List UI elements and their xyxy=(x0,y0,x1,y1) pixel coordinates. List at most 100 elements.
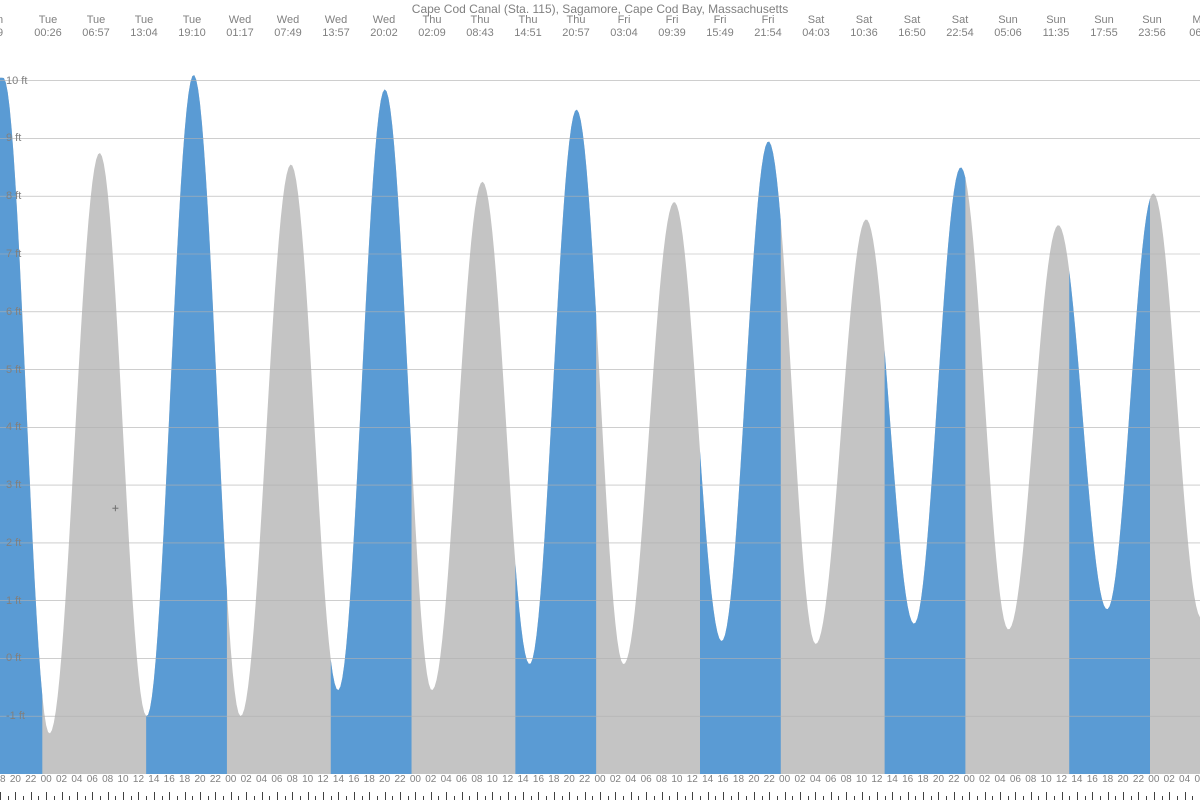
x-tick-mark xyxy=(569,792,570,800)
top-time-label: Fri03:04 xyxy=(601,14,647,40)
bottom-hour-label: 10 xyxy=(856,774,867,785)
x-tick-mark xyxy=(477,792,478,800)
x-tick-mark xyxy=(431,792,432,800)
x-tick-mark xyxy=(585,792,586,800)
top-time-label: Tue13:04 xyxy=(121,14,167,40)
bottom-hour-label: 04 xyxy=(625,774,636,785)
x-tick-mark xyxy=(438,796,439,800)
x-tick-mark xyxy=(738,792,739,800)
bottom-hour-label: 14 xyxy=(148,774,159,785)
x-tick-mark xyxy=(262,792,263,800)
x-tick-mark xyxy=(285,796,286,800)
top-time-label: Tue00:26 xyxy=(25,14,71,40)
x-tick-mark xyxy=(1162,796,1163,800)
x-tick-mark xyxy=(400,792,401,800)
x-tick-mark xyxy=(985,792,986,800)
x-tick-mark xyxy=(177,796,178,800)
bottom-hour-label: 14 xyxy=(333,774,344,785)
top-time-labels: n9Tue00:26Tue06:57Tue13:04Tue19:10Wed01:… xyxy=(0,14,1200,42)
x-tick-mark xyxy=(631,792,632,800)
x-tick-mark xyxy=(1015,792,1016,800)
x-tick-mark xyxy=(300,796,301,800)
bottom-hour-label: 22 xyxy=(579,774,590,785)
bottom-hour-label: 18 xyxy=(1102,774,1113,785)
x-tick-mark xyxy=(923,792,924,800)
bottom-hour-label: 22 xyxy=(25,774,36,785)
bottom-hour-label: 06 xyxy=(1010,774,1021,785)
bottom-hour-label: 06 xyxy=(87,774,98,785)
x-tick-mark xyxy=(162,796,163,800)
top-time-label: Sun17:55 xyxy=(1081,14,1127,40)
x-tick-mark xyxy=(662,792,663,800)
bottom-hour-label: 08 xyxy=(1025,774,1036,785)
x-tick-mark xyxy=(85,796,86,800)
x-tick-mark xyxy=(31,792,32,800)
bottom-hour-label: 12 xyxy=(1056,774,1067,785)
top-time-label: Sun11:35 xyxy=(1033,14,1079,40)
x-tick-mark xyxy=(508,792,509,800)
x-tick-mark xyxy=(92,792,93,800)
x-tick-mark xyxy=(1192,796,1193,800)
top-time-label: Wed13:57 xyxy=(313,14,359,40)
x-tick-mark xyxy=(931,796,932,800)
x-tick-mark xyxy=(769,792,770,800)
x-tick-mark xyxy=(915,796,916,800)
top-time-label: n9 xyxy=(0,14,23,40)
y-tick-label: 7 ft xyxy=(6,248,21,260)
y-tick-label: -1 ft xyxy=(6,710,25,722)
x-tick-mark xyxy=(900,796,901,800)
x-tick-mark xyxy=(615,792,616,800)
x-tick-mark xyxy=(646,792,647,800)
x-tick-mark xyxy=(492,792,493,800)
x-tick-mark xyxy=(392,796,393,800)
x-tick-mark xyxy=(46,792,47,800)
bottom-hour-label: 02 xyxy=(56,774,67,785)
x-tick-mark xyxy=(677,792,678,800)
x-tick-mark xyxy=(131,796,132,800)
y-tick-label: 0 ft xyxy=(6,652,21,664)
x-tick-mark xyxy=(485,796,486,800)
x-tick-mark xyxy=(377,796,378,800)
bottom-hour-label: 06 xyxy=(1194,774,1200,785)
x-tick-mark xyxy=(700,796,701,800)
bottom-hour-label: 14 xyxy=(1071,774,1082,785)
x-tick-mark xyxy=(1062,792,1063,800)
x-tick-mark xyxy=(208,796,209,800)
y-tick-label: 3 ft xyxy=(6,479,21,491)
bottom-hour-label: 22 xyxy=(948,774,959,785)
x-tick-mark xyxy=(592,796,593,800)
x-tick-mark xyxy=(15,792,16,800)
bottom-hour-label: 18 xyxy=(179,774,190,785)
x-tick-mark xyxy=(638,796,639,800)
x-tick-mark xyxy=(1054,796,1055,800)
bottom-hour-label: 16 xyxy=(1087,774,1098,785)
x-tick-mark xyxy=(38,796,39,800)
bottom-hour-label: 20 xyxy=(1118,774,1129,785)
x-tick-mark xyxy=(423,796,424,800)
x-tick-mark xyxy=(800,792,801,800)
bottom-hour-label: 22 xyxy=(394,774,405,785)
bottom-hour-label: 06 xyxy=(271,774,282,785)
x-tick-mark xyxy=(385,792,386,800)
x-tick-mark xyxy=(608,796,609,800)
x-tick-mark xyxy=(554,792,555,800)
x-tick-mark xyxy=(815,792,816,800)
bottom-hour-label: 06 xyxy=(825,774,836,785)
x-tick-mark xyxy=(62,792,63,800)
bottom-hour-label: 02 xyxy=(241,774,252,785)
x-tick-mark xyxy=(323,792,324,800)
top-time-label: Sat22:54 xyxy=(937,14,983,40)
x-tick-mark xyxy=(1069,796,1070,800)
bottom-hour-label: 00 xyxy=(410,774,421,785)
top-time-label: Wed07:49 xyxy=(265,14,311,40)
x-tick-mark xyxy=(577,796,578,800)
x-tick-mark xyxy=(446,792,447,800)
x-tick-mark xyxy=(715,796,716,800)
x-tick-mark xyxy=(500,796,501,800)
x-tick-mark xyxy=(454,796,455,800)
x-tick-mark xyxy=(831,792,832,800)
bottom-hour-labels: 1820220002040608101214161820220002040608… xyxy=(0,774,1200,786)
y-tick-label: 6 ft xyxy=(6,306,21,318)
bottom-hour-label: 08 xyxy=(102,774,113,785)
x-tick-mark xyxy=(69,796,70,800)
